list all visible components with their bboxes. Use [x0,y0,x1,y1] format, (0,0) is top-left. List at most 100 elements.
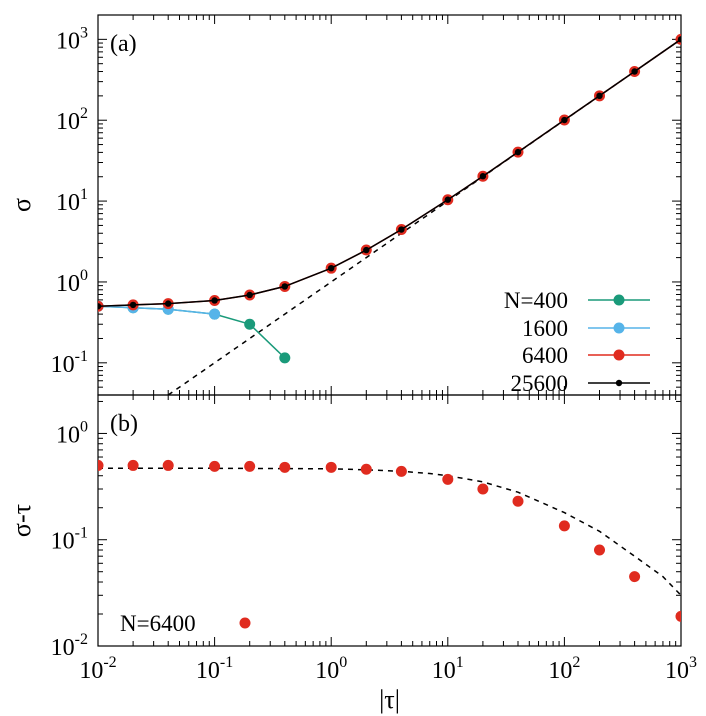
series-line [98,305,286,359]
series-line [98,38,681,308]
y-tick-exponent: 2 [80,105,88,122]
y-tick-label: 103 [56,24,88,54]
legend-label: 25600 [511,371,569,396]
y-tick-mantissa: 10 [56,109,80,135]
legend-label: 1600 [522,316,568,341]
data-point [165,300,172,307]
y-tick-exponent: -2 [75,631,88,648]
plot-frame [97,394,682,647]
y-tick-label: 10-1 [51,525,88,555]
legend-label: 6400 [522,343,568,368]
data-point [127,459,139,471]
x-tick-label: 10-1 [196,654,233,684]
x-tick-exponent: -1 [220,654,233,671]
y-tick-mantissa: 10 [51,529,75,555]
x-tick-mantissa: 10 [79,658,103,684]
data-point [244,318,256,330]
x-tick-label: 102 [548,654,580,684]
x-tick-exponent: 0 [339,654,347,671]
y-tick-mantissa: 10 [56,28,80,54]
y-tick-mantissa: 10 [56,422,80,448]
data-point [479,173,487,180]
x-tick-label: 101 [432,654,464,684]
y-tick-mantissa: 10 [56,190,80,216]
x-tick-exponent: 1 [456,654,464,671]
data-point [677,36,681,43]
legend-label: N=6400 [120,611,196,636]
data-point [477,483,489,495]
x-tick-label: 10-2 [79,654,116,684]
y-tick-label: 100 [56,418,88,448]
data-point [246,291,253,299]
y-tick-label: 101 [56,186,88,216]
data-point [162,459,174,471]
legend-marker [615,379,623,387]
x-tick-mantissa: 10 [665,658,689,684]
y-axis-label: σ-τ [7,504,36,537]
panel-label: (a) [110,31,137,57]
data-point [561,116,568,124]
data-point [244,460,256,472]
y-axis-label: σ [7,198,36,212]
y-tick-mantissa: 10 [51,635,75,661]
legend-marker [613,294,625,306]
legend-label: N=400 [504,288,568,313]
panel-label: (b) [110,411,138,437]
y-tick-exponent: -1 [75,525,88,542]
data-point [444,196,451,203]
data-point [442,473,454,485]
data-point [98,303,102,310]
data-point [512,495,524,507]
x-tick-label: 100 [315,654,347,684]
x-tick-mantissa: 10 [315,658,339,684]
plot-frame [97,14,682,396]
data-point [558,520,570,532]
series-line [98,305,215,315]
x-tick-label: 103 [665,654,697,684]
data-point [398,226,405,233]
data-point [279,352,291,364]
data-point [281,283,289,290]
y-tick-exponent: 0 [80,267,88,284]
y-tick-mantissa: 10 [51,352,75,378]
data-point [594,544,606,556]
data-point [631,68,638,75]
data-point [279,461,291,473]
data-point [209,460,221,472]
data-point [328,264,335,272]
x-axis-label: |τ| [379,685,400,714]
series-line [98,38,681,308]
legend-marker [613,349,625,361]
y-tick-exponent: 1 [80,186,88,203]
x-tick-mantissa: 10 [432,658,456,684]
y-tick-exponent: 0 [80,418,88,435]
data-point [395,465,407,477]
x-tick-exponent: 3 [689,654,697,671]
y-tick-label: 102 [56,105,88,135]
data-point [629,571,641,583]
y-tick-exponent: -1 [75,348,88,365]
data-point [209,308,221,320]
reference-dashed-line [98,467,681,596]
y-tick-label: 100 [56,267,88,297]
data-point [596,92,603,100]
x-tick-exponent: -2 [103,654,116,671]
x-tick-mantissa: 10 [196,658,220,684]
y-tick-label: 10-1 [51,348,88,378]
x-tick-mantissa: 10 [548,658,572,684]
data-point [363,246,370,254]
data-point [129,301,137,309]
data-point [675,610,681,622]
data-point [211,297,218,304]
data-point [514,148,522,156]
legend-marker [239,617,251,629]
x-tick-exponent: 2 [572,654,580,671]
y-tick-label: 10-2 [51,631,88,661]
y-tick-mantissa: 10 [56,271,80,297]
legend-marker [613,322,625,334]
data-point [98,459,104,471]
y-tick-exponent: 3 [80,24,88,41]
